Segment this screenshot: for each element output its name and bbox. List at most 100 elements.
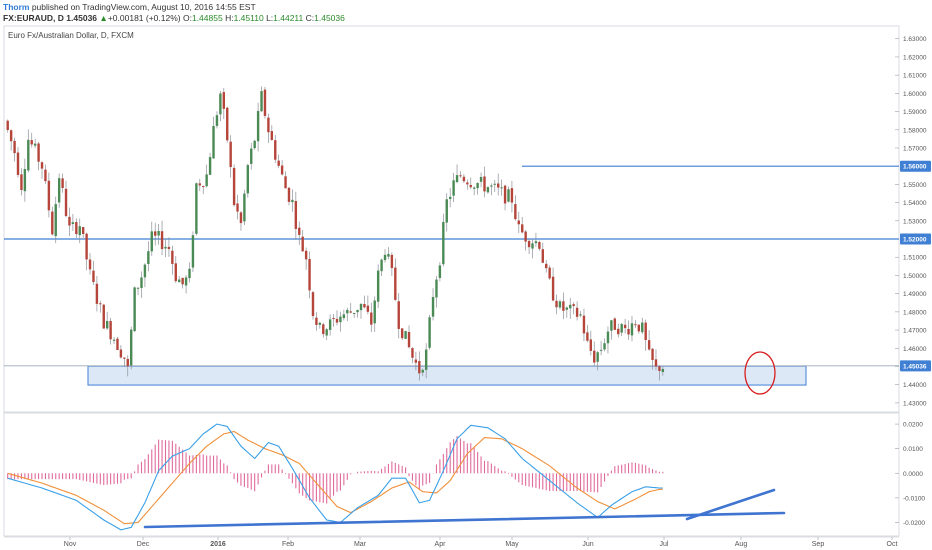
candle-body: [521, 224, 524, 233]
candle-body: [596, 352, 599, 362]
candle-body: [191, 235, 195, 268]
candle-body: [479, 176, 483, 182]
price-tick-label: 1.62000: [903, 54, 927, 61]
signal-line: [7, 430, 663, 525]
candle-body: [57, 178, 61, 203]
publish-info: published on TradingView.com, August 10,…: [29, 2, 256, 12]
candle-body: [47, 180, 51, 211]
candle-body: [267, 117, 270, 133]
candle-body: [304, 250, 308, 260]
candles: [6, 86, 665, 381]
macd-trendline-short: [685, 488, 776, 521]
candle-body: [274, 140, 277, 160]
candle-body: [507, 189, 510, 202]
highlight-circle: [744, 351, 776, 395]
candle-body: [545, 263, 548, 269]
price-tick-label: 1.57000: [903, 145, 927, 152]
candle-body: [394, 267, 397, 300]
candle-body: [315, 317, 318, 325]
publish-header: Thorm published on TradingView.com, Augu…: [3, 1, 256, 13]
candle-body: [363, 304, 366, 308]
candle-body: [455, 175, 459, 183]
candle-body: [318, 322, 322, 325]
candle-body: [551, 276, 555, 301]
candle-body: [328, 319, 332, 330]
candle-body: [517, 220, 520, 225]
author-link[interactable]: Thorm: [3, 2, 30, 12]
candle-body: [270, 131, 274, 141]
candle-body: [27, 139, 30, 171]
candle-body: [126, 358, 129, 367]
candle-body: [215, 115, 219, 126]
candle-body: [606, 331, 610, 344]
candle-body: [167, 246, 171, 250]
candle-body: [448, 196, 452, 200]
candle-body: [112, 339, 116, 341]
candle-body: [603, 343, 606, 350]
candle-body: [232, 167, 236, 206]
ticker-last: 1.45036: [66, 13, 98, 23]
price-tick-label: 1.54000: [903, 200, 927, 207]
candle-body: [140, 277, 143, 288]
macd-pane: [3, 412, 900, 537]
candle-body: [548, 267, 551, 279]
candle-body: [294, 201, 298, 229]
candle-body: [387, 253, 390, 257]
high-label: H:: [225, 13, 234, 23]
candle-body: [147, 251, 150, 265]
candle-body: [298, 227, 301, 235]
candle-body: [105, 321, 109, 329]
candle-body: [452, 180, 455, 196]
candle-body: [212, 126, 215, 159]
time-tick-label: May: [505, 541, 519, 548]
candle-body: [644, 322, 647, 341]
time-tick-label: Jun: [582, 541, 593, 548]
candle-body: [6, 120, 9, 131]
macd-histogram: [7, 436, 664, 504]
price-tick-label: 1.44000: [903, 382, 927, 389]
candle-body: [630, 323, 634, 336]
open-label: O:: [182, 13, 192, 23]
price-tick-label: 1.58000: [903, 127, 927, 134]
candle-body: [205, 174, 208, 187]
candle-body: [219, 93, 222, 115]
low-label: L:: [266, 13, 274, 23]
time-tick-label: Feb: [282, 541, 294, 548]
candle-body: [472, 187, 476, 189]
close-label: C:: [305, 13, 315, 23]
up-arrow-icon: ▲: [99, 13, 108, 23]
candle-body: [613, 318, 617, 330]
candle-body: [95, 283, 99, 304]
candle-body: [658, 366, 661, 372]
candle-body: [661, 368, 665, 373]
candle-body: [54, 204, 57, 237]
candle-body: [418, 361, 421, 374]
chart-title: Euro Fx/Australian Dollar, D, FXCM: [8, 31, 134, 40]
candle-body: [637, 324, 641, 332]
candle-body: [562, 301, 565, 311]
candle-body: [411, 348, 414, 358]
time-tick-label: Jul: [660, 541, 669, 548]
candle-body: [569, 304, 572, 309]
macd-tick-label: -0.0200: [903, 520, 925, 527]
candle-body: [116, 338, 119, 350]
candle-body: [373, 300, 376, 324]
price-tick-label: 1.47000: [903, 328, 927, 335]
candle-body: [651, 348, 654, 360]
candle-body: [641, 322, 644, 333]
candle-body: [287, 187, 291, 202]
candle-body: [466, 182, 469, 185]
candle-body: [78, 226, 81, 236]
candle-body: [541, 249, 544, 263]
candle-body: [376, 270, 380, 302]
candle-body: [534, 241, 538, 244]
price-tick-label: 1.46000: [903, 346, 927, 353]
ticker-symbol[interactable]: FX:EURAUD, D: [3, 13, 64, 23]
candle-body: [277, 160, 280, 166]
candle-body: [524, 231, 527, 242]
candle-body: [476, 183, 479, 189]
candle-body: [133, 287, 136, 332]
candle-body: [92, 270, 95, 283]
candle-body: [243, 193, 246, 222]
